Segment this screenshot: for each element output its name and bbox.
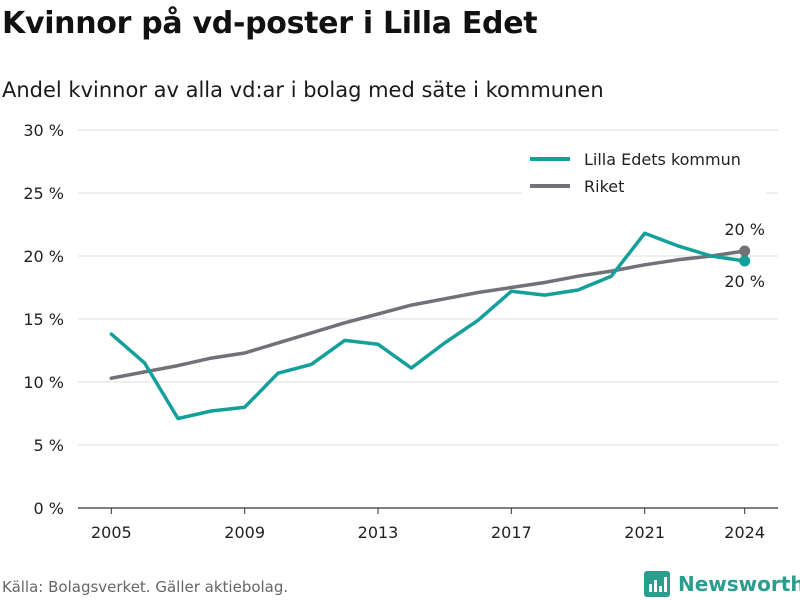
chart-title: Kvinnor på vd-poster i Lilla Edet xyxy=(2,6,538,41)
x-tick-label: 2013 xyxy=(358,523,399,542)
brand-logo: Newsworthy xyxy=(644,569,800,599)
bar-chart-icon xyxy=(644,571,670,597)
y-tick-label: 10 % xyxy=(23,373,64,392)
y-tick-label: 20 % xyxy=(23,247,64,266)
x-tick-label: 2009 xyxy=(224,523,265,542)
y-tick-label: 0 % xyxy=(34,499,64,518)
brand-name: Newsworthy xyxy=(678,572,800,596)
legend-label: Lilla Edets kommun xyxy=(584,150,741,169)
series-end-point xyxy=(739,245,751,257)
y-tick-label: 30 % xyxy=(23,121,64,140)
legend-label: Riket xyxy=(584,177,624,196)
source-note: Källa: Bolagsverket. Gäller aktiebolag. xyxy=(2,578,289,596)
y-tick-label: 25 % xyxy=(23,184,64,203)
y-tick-label: 15 % xyxy=(23,310,64,329)
series-end-label: 20 % xyxy=(724,220,765,239)
x-tick-label: 2021 xyxy=(624,523,665,542)
x-tick-label: 2005 xyxy=(91,523,132,542)
chart-subtitle: Andel kvinnor av alla vd:ar i bolag med … xyxy=(2,78,604,102)
x-tick-label: 2024 xyxy=(724,523,765,542)
series-end-label: 20 % xyxy=(724,272,765,291)
y-tick-label: 5 % xyxy=(34,436,64,455)
series-line xyxy=(109,249,747,380)
series-line xyxy=(109,231,747,421)
x-tick-label: 2017 xyxy=(491,523,532,542)
series-end-point xyxy=(739,255,751,267)
